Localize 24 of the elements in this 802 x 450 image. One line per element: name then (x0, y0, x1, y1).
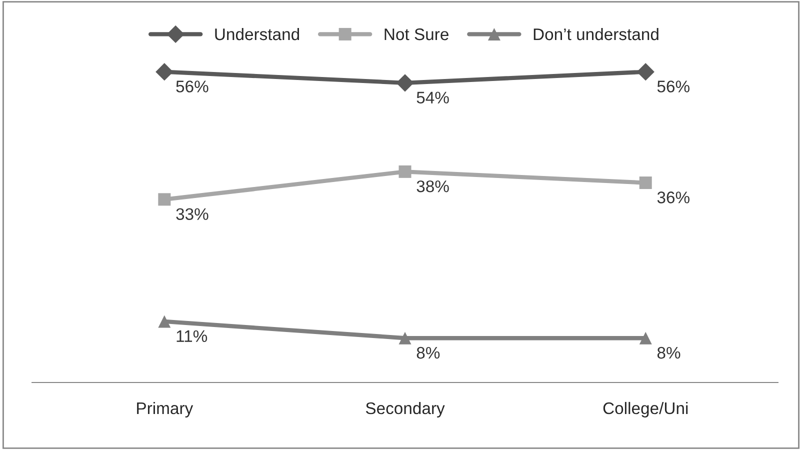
x-tick-label: College/Uni (603, 402, 688, 418)
point (396, 74, 414, 92)
point (158, 193, 171, 206)
legend-label: Don’t understand (534, 28, 658, 40)
point (639, 176, 652, 190)
data-label: 38% (416, 180, 449, 192)
x-tick-label: Primary (137, 402, 194, 418)
point (156, 62, 174, 81)
data-label: 56% (657, 80, 690, 92)
legend-label: Not Sure (384, 28, 448, 40)
data-label: 54% (416, 92, 449, 104)
data-label: 33% (176, 208, 208, 220)
data-label: 8% (416, 346, 440, 359)
point (636, 62, 654, 81)
point (158, 315, 171, 328)
legend-label: Understand (215, 28, 300, 40)
point (398, 332, 412, 344)
data-label: 36% (657, 192, 690, 204)
x-tick-label: Secondary (366, 402, 445, 418)
data-label: 11% (176, 330, 208, 342)
data-label: 56% (176, 80, 208, 92)
data-label: 8% (657, 346, 680, 359)
point (639, 332, 652, 344)
point (398, 165, 412, 178)
